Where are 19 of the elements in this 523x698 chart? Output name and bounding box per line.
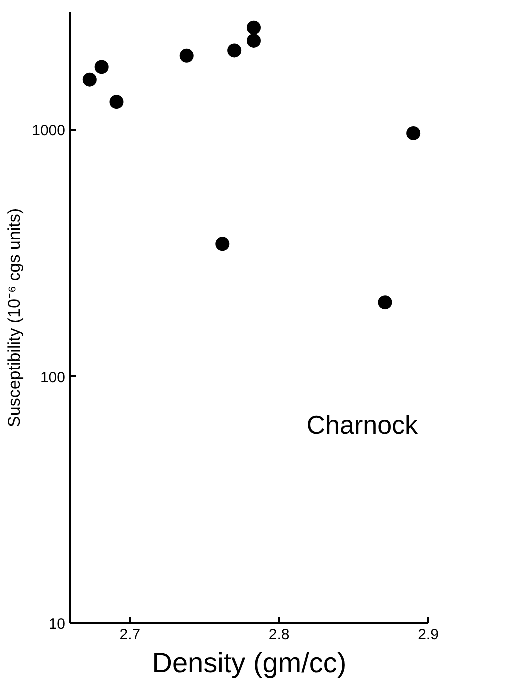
- x-axis-title: Density (gm/cc): [152, 648, 347, 678]
- y-axis-title: Susceptibility (10⁻⁶ cgs units): [5, 208, 24, 428]
- point: [378, 296, 392, 310]
- point: [180, 48, 194, 63]
- annotation: Charnock: [306, 410, 420, 440]
- point: [246, 20, 261, 35]
- point: [216, 237, 230, 252]
- y-tick-label: 10: [48, 616, 66, 633]
- x-tick-label: 2.8: [268, 626, 290, 644]
- x-tick-label: 2.7: [120, 626, 141, 644]
- point: [228, 44, 242, 58]
- x-tick-label: 2.9: [418, 626, 439, 644]
- point: [246, 34, 261, 48]
- point: [110, 95, 124, 110]
- y-tick-label: 1000: [32, 122, 66, 140]
- point: [82, 72, 97, 87]
- point: [94, 60, 109, 74]
- y-tick-label: 100: [40, 369, 66, 386]
- point: [406, 126, 421, 140]
